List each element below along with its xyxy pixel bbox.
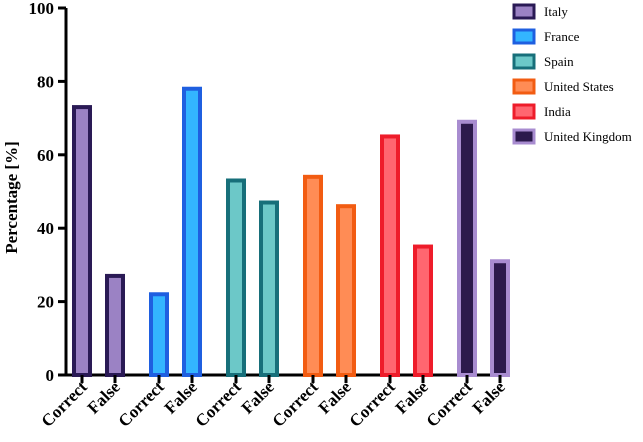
x-tick-label: False: [84, 377, 124, 417]
y-tick-label: 40: [37, 219, 54, 238]
bar-italy-false: [105, 273, 125, 377]
y-tick-label: 60: [37, 146, 54, 165]
legend-label-france: France: [544, 29, 580, 44]
x-tick-label: False: [392, 377, 432, 417]
bar-spain-correct: [226, 178, 246, 377]
legend-swatch-france: [512, 28, 536, 45]
y-tick-label: 100: [29, 0, 55, 18]
bar-france-false: [182, 86, 202, 378]
bar-united-kingdom-false: [490, 259, 510, 378]
bar-india-false: [413, 244, 433, 377]
legend-swatch-spain: [512, 53, 536, 70]
bar-india-correct: [380, 134, 400, 377]
legend-label-spain: Spain: [544, 54, 574, 69]
legend-label-united-states: United States: [544, 79, 614, 94]
y-axis-title: Percentage [%]: [2, 141, 21, 254]
legend-label-united-kingdom: United Kingdom: [544, 129, 632, 144]
bar-france-correct: [149, 292, 169, 378]
bar-united-states-correct: [303, 174, 323, 377]
y-tick-label: 0: [46, 366, 55, 385]
x-tick-label: False: [469, 377, 509, 417]
legend-label-india: India: [544, 104, 571, 119]
bar-united-states-false: [336, 204, 356, 377]
legend-swatch-italy: [512, 3, 536, 20]
bar-united-kingdom-correct: [457, 119, 477, 377]
legend-swatch-united-kingdom: [512, 128, 536, 145]
legend: Italy France Spain United States India United…: [512, 3, 632, 145]
x-tick-label: False: [238, 377, 278, 417]
x-tick-label: False: [161, 377, 201, 417]
y-tick-label: 20: [37, 293, 54, 312]
legend-swatch-india: [512, 103, 536, 120]
bar-spain-false: [259, 200, 279, 377]
bar-italy-correct: [72, 105, 92, 377]
y-tick-label: 80: [37, 72, 54, 91]
legend-swatch-united-states: [512, 78, 536, 95]
x-tick-label: False: [315, 377, 355, 417]
legend-label-italy: Italy: [544, 4, 568, 19]
